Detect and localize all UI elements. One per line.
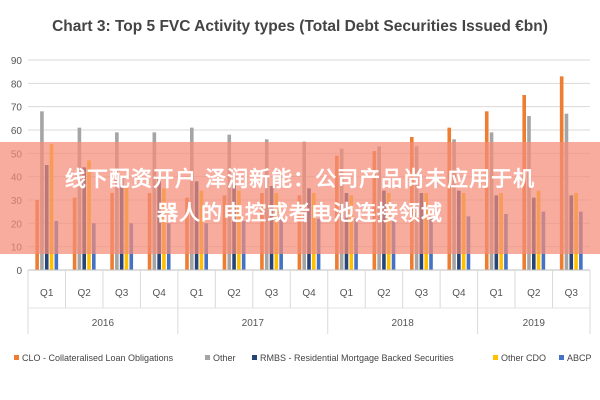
x-tick-label: Q1 <box>40 288 54 299</box>
x-tick-label: Q4 <box>452 288 466 299</box>
overlay-text: 线下配资开户 泽润新能：公司产品尚未应用于机 器人的电控或者电池连接领域 <box>0 162 600 230</box>
year-label: 2018 <box>392 318 415 329</box>
legend-label: Other CDO <box>501 353 546 363</box>
y-tick-label: 60 <box>11 126 23 137</box>
x-tick-label: Q3 <box>115 288 129 299</box>
legend-swatch <box>493 355 498 360</box>
x-tick-label: Q3 <box>415 288 429 299</box>
legend-swatch <box>205 355 210 360</box>
x-tick-label: Q2 <box>227 288 241 299</box>
year-label: 2019 <box>523 318 546 329</box>
year-label: 2017 <box>242 318 265 329</box>
legend-swatch <box>14 355 19 360</box>
x-tick-label: Q1 <box>340 288 354 299</box>
overlay-banner <box>0 142 600 254</box>
x-axis: Q1 Q2 Q3 Q4 Q1 Q2 Q3 Q4 Q1 Q2 Q3 Q4 Q1 Q2 Q3 2016 2017 20… <box>27 269 591 334</box>
legend-label: RMBS - Residential Mortgage Backed Secur… <box>260 353 454 363</box>
x-tick-label: Q2 <box>377 288 391 299</box>
y-tick-label: 70 <box>11 103 23 114</box>
legend-swatch <box>559 355 564 360</box>
x-tick-label: Q4 <box>152 288 166 299</box>
x-tick-label: Q2 <box>78 288 92 299</box>
y-tick-label: 0 <box>16 266 22 277</box>
legend-swatch <box>252 355 257 360</box>
x-tick-label: Q1 <box>190 288 204 299</box>
x-tick-label: Q1 <box>490 288 504 299</box>
chart-title: Chart 3: Top 5 FVC Activity types (Total… <box>52 18 548 35</box>
legend-label: Other <box>213 353 236 363</box>
x-tick-label: Q2 <box>527 288 541 299</box>
legend: CLO - Collateralised Loan Obligations Oth… <box>14 353 592 363</box>
x-tick-label: Q3 <box>565 288 579 299</box>
overlay-line-2: 器人的电控或者电池连接领域 <box>157 201 443 225</box>
y-tick-label: 90 <box>11 56 23 67</box>
overlay-line-1: 线下配资开户 泽润新能：公司产品尚未应用于机 <box>64 167 536 191</box>
y-tick-label: 80 <box>11 79 23 90</box>
year-label: 2016 <box>92 318 115 329</box>
x-tick-label: Q4 <box>302 288 316 299</box>
x-tick-label: Q3 <box>265 288 279 299</box>
legend-label: CLO - Collateralised Loan Obligations <box>22 353 174 363</box>
legend-label: ABCP <box>567 353 592 363</box>
